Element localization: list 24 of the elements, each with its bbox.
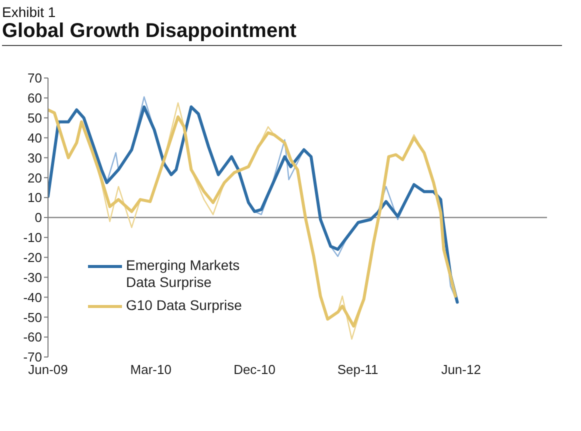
y-tick-label: -30 — [23, 270, 42, 285]
legend-label: G10 Data Surprise — [126, 296, 242, 313]
x-tick-label: Jun-12 — [441, 362, 481, 378]
y-tick-label: 70 — [28, 70, 42, 86]
chart-title: Global Growth Disappointment — [2, 20, 296, 42]
y-tick-label: 50 — [28, 110, 42, 126]
x-tick-label: Dec-10 — [234, 362, 276, 378]
x-tick-label: Sep-11 — [337, 362, 378, 378]
y-tick-label: 60 — [28, 90, 42, 106]
y-tick-label: 40 — [28, 130, 42, 146]
y-tick-label: -50 — [23, 310, 42, 325]
chart-subtitle: Exhibit 1 — [2, 4, 56, 20]
x-tick-label: Jun-09 — [28, 362, 68, 378]
y-tick-label: 30 — [28, 150, 42, 166]
y-tick-label: -60 — [23, 330, 42, 345]
y-tick-label: -40 — [23, 290, 42, 305]
x-tick-label: Mar-10 — [130, 362, 172, 378]
y-tick-label: -10 — [23, 230, 42, 246]
y-tick-label: 20 — [28, 170, 42, 186]
y-tick-label: 0 — [34, 210, 42, 226]
y-tick-label: 10 — [28, 190, 42, 206]
y-tick-label: -70 — [23, 350, 42, 365]
y-tick-label: -20 — [23, 250, 42, 265]
legend-label: Emerging Markets Data Surprise — [126, 256, 240, 290]
